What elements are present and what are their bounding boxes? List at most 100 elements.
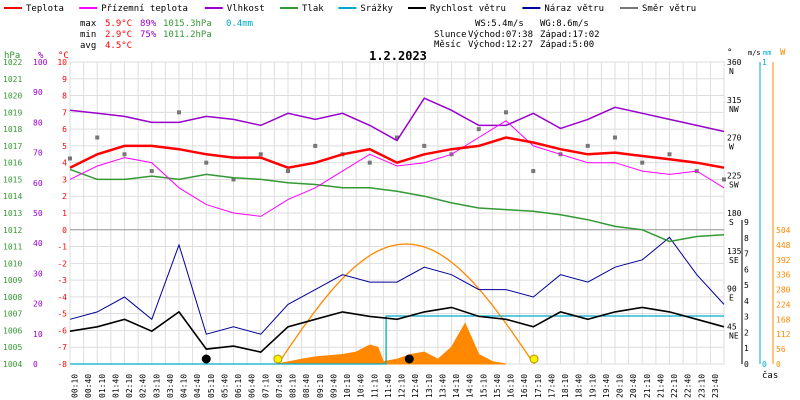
tick-pct: 60	[33, 179, 43, 188]
tick-time: 13:40	[438, 374, 447, 398]
series-pressure	[69, 168, 725, 243]
tick-hpa: 1014	[3, 192, 22, 201]
tick-dir: 135	[727, 247, 742, 256]
sun-curve	[277, 243, 535, 365]
series-direction-point	[204, 160, 209, 165]
tick-temp: 7	[62, 108, 67, 117]
sun-set: Západ:17:02	[540, 30, 600, 40]
series-direction-point	[286, 169, 290, 174]
stat-avg-label: avg	[80, 41, 96, 51]
tick-hpa: 1011	[3, 243, 22, 252]
series-direction-point	[422, 143, 427, 148]
legend-label: Tlak	[302, 4, 324, 14]
legend-label: Náraz větru	[544, 4, 604, 14]
tick-hpa: 1015	[3, 175, 22, 184]
tick-temp: 8	[62, 92, 67, 101]
tick-dir-name: SW	[729, 180, 739, 189]
legend-label: Rychlost větru	[430, 4, 506, 14]
tick-time: 18:40	[575, 374, 584, 398]
series-direction-point	[122, 152, 127, 157]
tick-time: 15:40	[493, 374, 502, 398]
tick-hpa: 1004	[3, 360, 22, 369]
sun-marker	[273, 354, 283, 364]
tick-dir-name: N	[729, 67, 734, 76]
tick-hpa: 1017	[3, 142, 22, 151]
tick-dir: 315	[727, 96, 742, 105]
tick-time: 18:10	[561, 374, 570, 398]
tick-temp: -3	[57, 276, 67, 285]
tick-time: 12:40	[411, 374, 420, 398]
series-direction-point	[531, 169, 536, 174]
series-windspeed	[69, 306, 725, 353]
tick-time: 17:40	[547, 374, 556, 398]
tick-temp: -7	[57, 343, 67, 352]
tick-time: 09:10	[316, 374, 325, 398]
stat-max-label: max	[80, 19, 97, 29]
tick-time: 20:10	[616, 374, 625, 398]
tick-dir: 45	[727, 322, 737, 331]
tick-time: 02:40	[139, 374, 148, 398]
series-direction-point	[395, 135, 399, 140]
tick-temp: -5	[57, 310, 67, 319]
tick-time: 14:10	[452, 374, 461, 398]
tick-hpa: 1010	[3, 259, 22, 268]
tick-dir-name: NE	[729, 331, 739, 340]
tick-hpa: 1008	[3, 293, 22, 302]
tick-pct: 70	[33, 149, 43, 158]
sun-marker	[529, 354, 539, 364]
tick-time: 15:10	[479, 374, 488, 398]
tick-hpa: 1013	[3, 209, 22, 218]
tick-time: 08:40	[302, 374, 311, 398]
tick-w: 224	[776, 300, 791, 309]
series-direction-point	[640, 160, 645, 165]
tick-time: 10:10	[343, 374, 352, 398]
tick-time: 08:10	[289, 374, 298, 398]
tick-time: 12:10	[398, 374, 407, 398]
tick-dir-name: SE	[729, 256, 739, 265]
tick-ms: 8	[744, 234, 749, 243]
moon-marker	[201, 354, 211, 364]
axis-unit-hpa: hPa	[4, 51, 20, 61]
tick-temp: 5	[62, 142, 67, 151]
moon-label: Měsíc	[434, 40, 461, 50]
stat-min-temp: 2.9°C	[105, 30, 132, 40]
series-direction-point	[313, 143, 318, 148]
series-direction-point	[667, 152, 672, 157]
moon-marker	[404, 354, 414, 364]
tick-time: 03:10	[152, 374, 161, 398]
tick-pct: 80	[33, 118, 43, 127]
series-direction-point	[367, 160, 372, 165]
tick-time: 17:10	[534, 374, 543, 398]
tick-dir-name: NW	[729, 105, 739, 114]
tick-hpa: 1020	[3, 92, 22, 101]
series-humidity	[69, 97, 725, 142]
tick-temp: 9	[62, 75, 67, 84]
tick-time: 05:10	[207, 374, 216, 398]
tick-time: 09:40	[329, 374, 338, 398]
tick-temp: 6	[62, 125, 67, 134]
tick-pct: 90	[33, 88, 43, 97]
series-gust	[69, 236, 725, 335]
sun-rise: Východ:07:38	[468, 30, 533, 40]
tick-hpa: 1018	[3, 125, 22, 134]
tick-time: 19:40	[602, 374, 611, 398]
tick-time: 06:10	[234, 374, 243, 398]
series-direction-point	[613, 135, 617, 140]
tick-hpa: 1021	[3, 75, 22, 84]
series-direction-point	[149, 169, 154, 174]
tick-pct: 50	[33, 209, 43, 218]
legend-label: Srážky	[360, 4, 393, 14]
tick-hpa: 1005	[3, 343, 22, 352]
tick-hpa: 1022	[3, 58, 22, 67]
tick-pct: 100	[33, 58, 48, 67]
tick-temp: 0	[62, 226, 67, 235]
axis-unit-degc: °C	[58, 51, 69, 61]
tick-dir: 90	[727, 285, 737, 294]
chart-title: 1.2.2023	[369, 49, 427, 63]
series-direction-point	[68, 156, 72, 161]
tick-dir-name: E	[729, 294, 734, 303]
series-groundtemp	[69, 120, 725, 217]
moon-rise: Východ:12:27	[468, 40, 533, 50]
series-direction-point	[722, 177, 726, 182]
